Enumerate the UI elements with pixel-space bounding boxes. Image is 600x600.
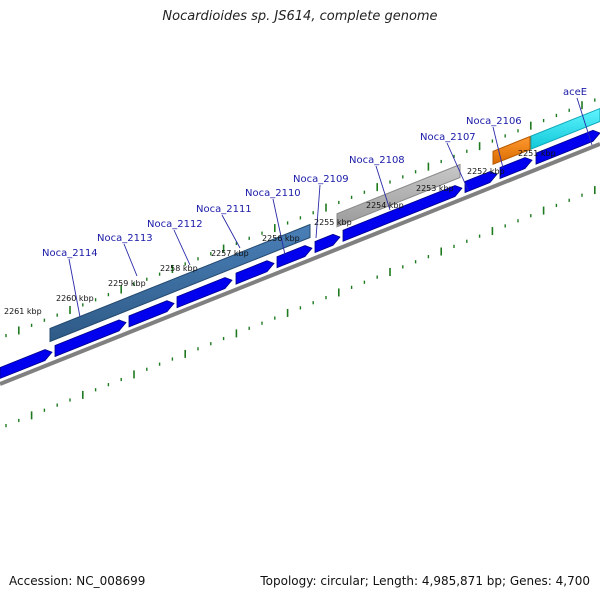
gene-feature-track — [49, 107, 600, 343]
cds-feature-track — [0, 129, 600, 379]
gene-name-label: aceE — [563, 87, 587, 98]
gene-name-label: Noca_2106 — [466, 116, 522, 127]
genome-backbone — [0, 142, 600, 386]
gene-bar-dark — [49, 223, 311, 343]
leader-line — [68, 258, 81, 318]
inner-tick-track — [5, 186, 596, 428]
leader-line — [173, 229, 191, 266]
cds-arrow — [314, 233, 341, 254]
label-leader-lines — [68, 97, 593, 318]
gene-name-label: Noca_2110 — [245, 188, 301, 199]
gene-name-label: Noca_2111 — [196, 204, 252, 215]
leader-line — [315, 184, 321, 239]
cds-arrow — [235, 260, 275, 285]
cds-arrow — [276, 245, 313, 269]
leader-line — [272, 198, 286, 256]
kbp-label: 2256 kbp — [262, 234, 300, 243]
leader-line — [576, 97, 593, 146]
kbp-label: 2259 kbp — [108, 279, 146, 288]
cds-arrow — [54, 319, 127, 358]
cds-arrow — [176, 277, 233, 309]
kbp-label: 2258 kbp — [160, 264, 198, 273]
gene-name-label: Noca_2108 — [349, 155, 405, 166]
leader-line — [221, 214, 241, 249]
leader-line — [492, 126, 504, 169]
kbp-label: 2261 kbp — [4, 307, 42, 316]
gene-name-label: Noca_2113 — [97, 233, 153, 244]
kbp-label: 2251 kbp — [518, 149, 556, 158]
gene-name-label: Noca_2112 — [147, 219, 203, 230]
kbp-label: 2252 kbp — [467, 167, 505, 176]
gene-bar-orange — [492, 135, 531, 166]
cds-arrow — [128, 300, 175, 328]
label-layer: 2261 kbp 2260 kbp 2259 kbp 2258 kbp 2257 kbp… — [4, 87, 587, 316]
leader-line — [375, 165, 391, 211]
kbp-label: 2257 kbp — [211, 249, 249, 258]
gene-name-label: Noca_2114 — [42, 248, 98, 259]
cds-arrow — [464, 171, 498, 194]
cds-arrow — [535, 129, 600, 165]
backbone-layer — [0, 142, 600, 386]
accession-text: Accession: NC_008699 — [9, 574, 146, 588]
leader-line — [123, 243, 138, 277]
cds-arrow — [342, 185, 463, 242]
leader-line — [446, 142, 469, 191]
kbp-label: 2260 kbp — [56, 294, 94, 303]
kbp-label: 2253 kbp — [416, 184, 454, 193]
gene-name-label: Noca_2109 — [293, 174, 349, 185]
gene-bar-cyan — [530, 107, 600, 150]
genome-title: Nocardioides sp. JS614, complete genome — [162, 9, 438, 24]
cds-arrow — [499, 157, 533, 180]
cds-arrow — [0, 349, 53, 379]
genome-summary-text: Topology: circular; Length: 4,985,871 bp… — [260, 574, 590, 588]
kbp-label: 2254 kbp — [366, 201, 404, 210]
kbp-label: 2255 kbp — [314, 218, 352, 227]
outer-tick-track — [5, 98, 596, 338]
gene-name-label: Noca_2107 — [420, 132, 476, 143]
gene-bar-gray — [336, 163, 461, 228]
